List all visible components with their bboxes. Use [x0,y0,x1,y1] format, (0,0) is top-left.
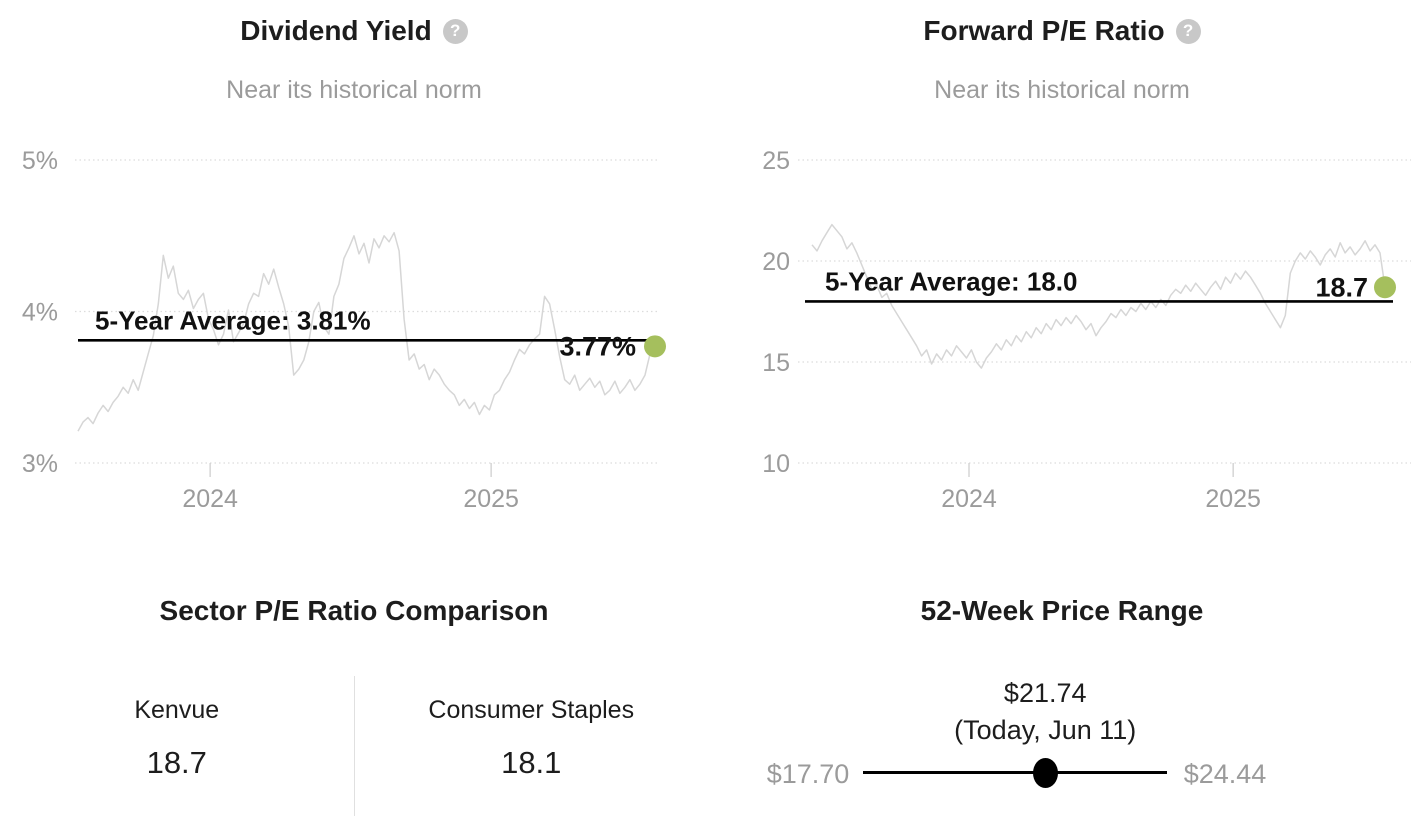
dividend-yield-title-row: Dividend Yield ? [0,14,708,48]
history-line [77,231,656,432]
forward-pe-subtitle: Near its historical norm [934,76,1190,104]
x-axis-label: 2025 [1205,485,1261,513]
dividend-yield-title: Dividend Yield [240,15,432,46]
range-high-label: $24.44 [1183,759,1267,789]
range-track [863,771,1167,774]
current-price-dot [1032,758,1058,788]
current-value-dot [644,335,666,358]
x-axis-label: 2025 [463,485,519,513]
price-range-title-row: 52-Week Price Range [708,594,1416,628]
kenvue-column: Kenvue 18.7 [0,676,354,816]
dividend-yield-panel: Dividend Yield ? Near its historical nor… [0,0,708,560]
dividend-yield-chart[interactable]: 5% 4% 3% 2024 2025 5-Year Average: 3.81% 3.77% [0,120,708,540]
current-value-dot [1374,276,1396,299]
current-value-label: 3.77% [559,331,636,361]
forward-pe-title-row: Forward P/E Ratio ? [708,14,1416,48]
kenvue-pe-value: 18.7 [146,745,207,780]
y-axis-label: 3% [22,450,58,478]
help-icon[interactable]: ? [442,18,468,44]
current-date-label: (Today, Jun 11) [954,715,1137,745]
y-axis-label: 20 [762,248,790,276]
kenvue-label: Kenvue [134,696,220,724]
history-line [811,223,1386,369]
y-axis-label: 10 [762,450,790,478]
price-range-panel: 52-Week Price Range $21.74 (Today, Jun 1… [708,580,1416,828]
current-price-label: $21.74 [1003,678,1087,708]
forward-pe-title: Forward P/E Ratio [923,15,1165,46]
x-axis-label: 2024 [941,485,997,513]
y-axis-label: 5% [22,147,58,175]
sector-comparison-title-row: Sector P/E Ratio Comparison [0,594,708,628]
consumer-staples-pe-value: 18.1 [501,745,562,780]
average-label: 5-Year Average: 18.0 [825,266,1077,296]
column-divider [353,676,355,816]
forward-pe-panel: Forward P/E Ratio ? Near its historical … [708,0,1416,560]
consumer-staples-label: Consumer Staples [428,696,635,724]
sector-comparison-title: Sector P/E Ratio Comparison [159,595,549,626]
range-low-label: $17.70 [766,759,850,789]
forward-pe-chart[interactable]: 25 20 15 10 2024 2025 5-Year Average: 18.0 18.7 [708,120,1416,540]
help-icon[interactable]: ? [1175,18,1201,44]
average-label: 5-Year Average: 3.81% [95,305,371,335]
sector-pe-comparison-panel: Sector P/E Ratio Comparison Kenvue 18.7 … [0,580,708,828]
sector-comparison-columns: Kenvue 18.7 Consumer Staples 18.1 [0,676,708,816]
y-axis-label: 15 [762,349,790,377]
price-range-slider: $21.74 (Today, Jun 11) $17.70 $24.44 [708,580,1416,828]
x-axis-label: 2024 [182,485,238,513]
y-axis-label: 25 [762,147,790,175]
price-range-title: 52-Week Price Range [920,595,1204,626]
dividend-yield-subtitle: Near its historical norm [226,76,482,104]
y-axis-label: 4% [22,299,58,327]
consumer-staples-column: Consumer Staples 18.1 [355,676,709,816]
current-value-label: 18.7 [1315,272,1368,302]
